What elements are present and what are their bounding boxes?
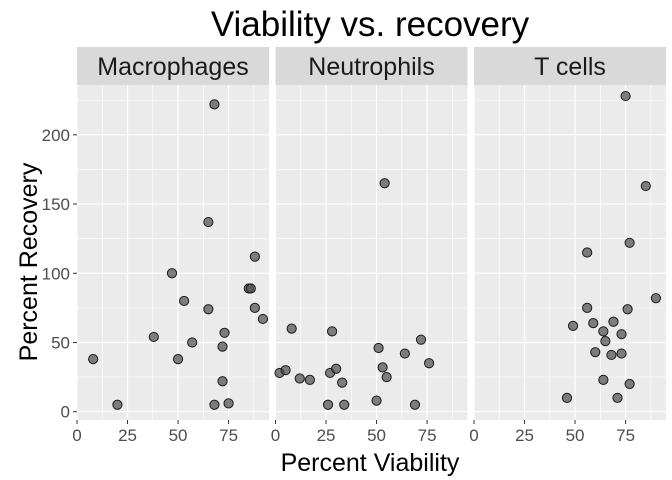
y-tick-label: 100 [42, 264, 70, 283]
data-point [561, 392, 573, 403]
facet-strip-label: Neutrophils [308, 53, 434, 81]
x-tick-label: 25 [317, 426, 336, 445]
data-point [600, 335, 611, 347]
y-tick-label: 50 [51, 333, 70, 352]
data-point [209, 399, 220, 410]
x-tick-label: 50 [367, 426, 386, 445]
x-axis-title: Percent Viability [281, 449, 460, 477]
data-point [409, 399, 421, 410]
facet-panel-macrophages: Macrophages 0 25 50 75 [72, 47, 269, 445]
panel-background [275, 85, 468, 420]
data-point [187, 337, 198, 348]
x-tick-label: 25 [515, 426, 534, 445]
data-point [112, 399, 123, 410]
x-tick-label: 75 [616, 426, 635, 445]
facet-strip [77, 47, 269, 85]
data-point [620, 90, 631, 102]
x-tick-label: 50 [169, 426, 188, 445]
data-point [331, 363, 342, 374]
data-point [608, 316, 619, 327]
x-tick-label: 50 [566, 426, 585, 445]
data-point [339, 399, 350, 410]
x-tick-label: 0 [271, 426, 280, 445]
x-tick-label: 0 [72, 426, 81, 445]
panel-background [474, 85, 666, 420]
data-point [217, 341, 228, 352]
data-point [245, 283, 256, 294]
data-point [567, 320, 579, 331]
facet-strip [474, 47, 666, 85]
data-point [590, 347, 601, 358]
y-axis: 0 50 100 150 200 [42, 126, 77, 422]
data-point [622, 304, 633, 315]
data-point [624, 237, 635, 248]
facet-panel-t-cells: T cells 0 25 50 75 [469, 47, 666, 445]
y-axis-title: Percent Recovery [15, 162, 43, 361]
data-point [381, 371, 392, 383]
data-point [203, 216, 214, 228]
x-tick-label: 25 [118, 426, 137, 445]
data-point [598, 326, 609, 337]
data-point [598, 374, 609, 385]
y-tick-label: 150 [42, 195, 70, 214]
x-tick-label: 75 [418, 426, 437, 445]
data-point [616, 348, 627, 359]
data-point [424, 358, 435, 369]
data-point [612, 392, 623, 403]
data-point [257, 313, 269, 325]
facet-strip-label: T cells [534, 53, 606, 81]
data-point [582, 247, 593, 258]
data-point [337, 377, 348, 388]
data-point [650, 293, 661, 304]
data-point [223, 398, 234, 409]
data-point [88, 353, 99, 365]
data-point [219, 327, 230, 338]
data-point [148, 331, 159, 343]
data-point [371, 395, 382, 406]
facet-strip-label: Macrophages [97, 53, 248, 81]
x-tick-label: 75 [219, 426, 238, 445]
data-point [280, 365, 291, 376]
facet-panel-neutrophils: Neutrophils 0 25 50 75 [271, 47, 468, 445]
data-point [166, 268, 178, 279]
data-point [217, 376, 228, 387]
data-point [606, 349, 617, 361]
facet-strip [275, 47, 468, 85]
data-point [326, 326, 338, 337]
panel-background [77, 85, 269, 420]
data-point [415, 334, 427, 345]
y-tick-label: 0 [61, 403, 70, 422]
data-point [616, 329, 627, 340]
data-point [286, 323, 297, 334]
data-point [379, 178, 390, 189]
data-point [373, 342, 384, 354]
y-tick-label: 200 [42, 126, 70, 145]
data-point [588, 317, 599, 329]
data-point [582, 302, 593, 313]
data-point [294, 373, 305, 384]
data-point [322, 399, 334, 410]
data-point [624, 378, 635, 390]
chart-title: Viability vs. recovery [211, 5, 530, 44]
data-point [399, 348, 410, 359]
data-point [203, 304, 214, 315]
data-point [209, 99, 220, 110]
x-tick-label: 0 [469, 426, 478, 445]
data-point [249, 302, 260, 313]
data-point [249, 251, 260, 262]
data-point [304, 374, 315, 385]
data-point [640, 180, 651, 192]
data-point [377, 362, 388, 373]
data-point [179, 295, 190, 307]
data-point [172, 353, 184, 365]
